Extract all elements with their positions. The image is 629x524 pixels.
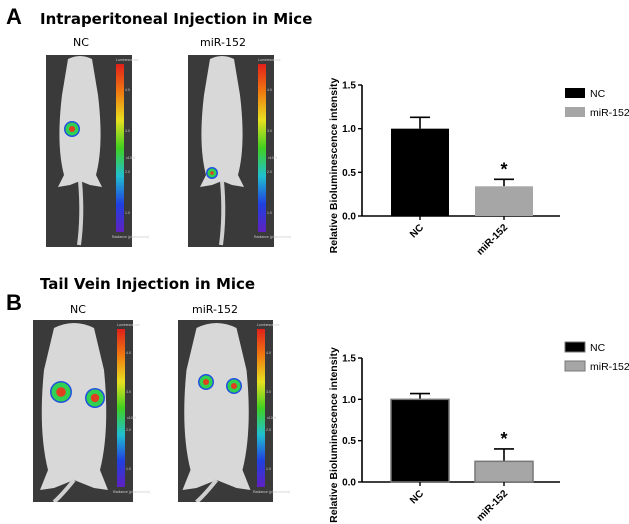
colorbar-unit: x10^8 (126, 156, 136, 160)
luminescence-spot (50, 381, 72, 403)
colorbar-tick: 4.0 (267, 87, 272, 92)
colorbar-tick: 2.0 (267, 169, 272, 174)
legend-swatch (564, 341, 586, 353)
x-tick-label: NC (408, 222, 426, 240)
group-label-a-nc: NC (73, 36, 89, 49)
colorbar-unit: x10^8 (268, 156, 278, 160)
colorbar-tick: 3.0 (125, 128, 130, 133)
y-axis-label: Relative Bioluminescence intensity (328, 78, 340, 254)
colorbar-tick: 2.0 (125, 169, 130, 174)
mouse-silhouette (58, 56, 102, 246)
bioluminescence-image: Luminescence 4.0 3.0 2.0 1.0 x10^8 Radiance… (178, 320, 290, 504)
y-tick-label: 1.0 (342, 124, 356, 135)
legend-label: miR-152 (590, 107, 629, 119)
luminescence-spot (226, 378, 242, 394)
legend-label: NC (590, 342, 606, 354)
colorbar (116, 64, 124, 232)
colorbar-tick: 4.0 (125, 87, 130, 92)
bioluminescence-image: Luminescence 4.0 3.0 2.0 1.0 x10^8 Radiance… (33, 320, 150, 504)
colorbar-tick: 2.0 (266, 428, 271, 433)
colorbar-tick: 1.0 (126, 466, 131, 471)
legend-swatch (564, 360, 586, 372)
panel-title-b: Tail Vein Injection in Mice (40, 275, 256, 293)
bar-mir-152 (475, 186, 533, 216)
bar-nc (390, 398, 450, 483)
luminescence-spot (85, 388, 105, 408)
legend-swatch (565, 107, 585, 117)
colorbar-tick: 2.0 (126, 428, 131, 433)
significance-marker: * (500, 429, 507, 449)
colorbar-tick: 1.0 (267, 210, 272, 215)
significance-marker: * (500, 159, 507, 179)
x-tick-label: miR-152 (475, 488, 511, 524)
colorbar-unit: x10^8 (267, 416, 277, 420)
colorbar-tick: 4.0 (266, 351, 271, 356)
colorbar-title: Luminescence (117, 323, 140, 327)
colorbar-title: Luminescence (257, 323, 280, 327)
mouse-silhouette (200, 56, 244, 246)
y-tick-label: 1.0 (342, 395, 356, 406)
colorbar (117, 329, 125, 487)
y-tick-label: 1.5 (342, 81, 356, 92)
y-tick-label: 0.0 (342, 478, 356, 489)
colorbar-footer: Radiance (p/sec/cm²/sr) (253, 490, 291, 494)
y-axis-label: Relative Bioluminescence intensity (328, 347, 340, 523)
colorbar-footer: Radiance (p/sec/cm²/sr) (112, 235, 150, 239)
colorbar-unit: x10^8 (127, 416, 137, 420)
legend-label: NC (590, 88, 606, 100)
bar-nc (391, 128, 449, 216)
group-label-a-mir: miR-152 (200, 36, 246, 49)
luminescence-spot (206, 167, 218, 179)
colorbar-title: Luminescence (116, 58, 139, 62)
colorbar-tick: 3.0 (126, 389, 131, 394)
y-tick-label: 1.5 (342, 354, 356, 365)
group-label-b-mir: miR-152 (192, 303, 238, 316)
colorbar-tick: 3.0 (266, 389, 271, 394)
luminescence-spot (64, 121, 80, 137)
legend-label: miR-152 (590, 361, 629, 373)
panel-label-a: A (6, 4, 22, 29)
panel-label-b: B (6, 290, 22, 315)
mouse-silhouette (40, 323, 108, 504)
panel-title-a: Intraperitoneal Injection in Mice (40, 10, 313, 28)
x-tick-label: NC (408, 488, 426, 506)
colorbar-tick: 3.0 (267, 128, 272, 133)
colorbar-footer: Radiance (p/sec/cm²/sr) (113, 490, 151, 494)
colorbar-tick: 4.0 (126, 351, 131, 356)
luminescence-spot (198, 374, 214, 390)
colorbar (257, 329, 265, 487)
colorbar (258, 64, 266, 232)
legend-swatch (565, 88, 585, 98)
colorbar-tick: 1.0 (125, 210, 130, 215)
y-tick-label: 0.5 (342, 436, 356, 447)
bioluminescence-image: Luminescence 4.0 3.0 2.0 1.0 x10^8 Radiance… (46, 55, 149, 247)
y-tick-label: 0.0 (342, 212, 356, 223)
group-label-b-nc: NC (70, 303, 86, 316)
colorbar-tick: 1.0 (266, 466, 271, 471)
x-tick-label: miR-152 (475, 222, 511, 258)
colorbar-footer: Radiance (p/sec/cm²/sr) (254, 235, 292, 239)
bioluminescence-image: Luminescence 4.0 3.0 2.0 1.0 x10^8 Radiance… (188, 55, 291, 247)
mouse-silhouette (182, 323, 251, 504)
y-tick-label: 0.5 (342, 168, 356, 179)
bar-mir-152 (474, 460, 534, 483)
colorbar-title: Luminescence (258, 58, 281, 62)
